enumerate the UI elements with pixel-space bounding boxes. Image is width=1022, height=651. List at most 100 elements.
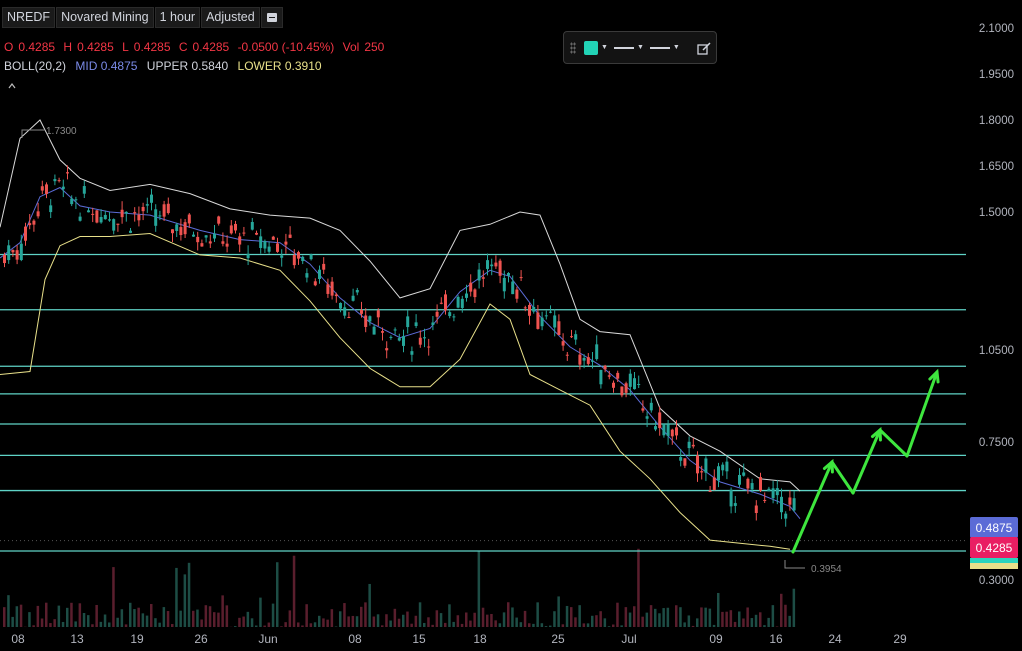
volume-bar: [360, 606, 363, 627]
candle-body: [771, 488, 775, 499]
drag-handle-icon[interactable]: [570, 41, 576, 54]
volume-bar: [511, 607, 514, 627]
change-value: -0.0500 (-10.45%): [237, 40, 335, 54]
volume-bar: [603, 618, 607, 627]
candle-body: [725, 461, 729, 472]
volume-bar: [28, 612, 31, 627]
volume-bar: [784, 604, 787, 627]
candle-body: [150, 194, 153, 203]
low-value: 0.4285: [133, 40, 171, 54]
candle-body: [523, 307, 527, 309]
candle-body: [519, 277, 523, 279]
candle-body: [137, 214, 141, 221]
interval-button[interactable]: 1 hour: [154, 6, 201, 28]
volume-bar: [154, 618, 157, 627]
candle-body: [612, 382, 615, 388]
candle-body: [435, 311, 439, 317]
candle-body: [738, 474, 741, 485]
candle-body: [574, 334, 578, 340]
volume-bar: [767, 617, 770, 627]
boll-lower: LOWER 0.3910: [237, 59, 322, 73]
volume-bar: [393, 608, 397, 627]
boll-legend[interactable]: BOLL(20,2) MID 0.4875 UPPER 0.5840 LOWER…: [4, 59, 328, 73]
candle-body: [565, 354, 569, 356]
candle-body: [292, 254, 296, 266]
candle-body: [389, 336, 393, 338]
candle-body: [452, 316, 456, 318]
volume-bar: [721, 611, 724, 627]
candle-body: [469, 282, 473, 292]
volume-bar: [385, 614, 388, 627]
volume-bar: [103, 614, 107, 627]
volume-bar: [473, 612, 476, 627]
low-marker-label: 0.3954: [811, 564, 842, 575]
volume-bar: [351, 615, 355, 627]
color-swatch[interactable]: [584, 40, 598, 55]
candle-body: [397, 338, 401, 341]
candle-body: [683, 458, 687, 466]
adjustment-button[interactable]: Adjusted: [201, 6, 260, 28]
line-width-icon[interactable]: [649, 46, 670, 49]
candle-body: [255, 232, 258, 235]
candle-body: [746, 478, 750, 489]
volume-bar: [708, 608, 712, 627]
volume-bar: [586, 623, 590, 627]
horizontal-lines[interactable]: 1.36141.18120.99700.90690.80860.70630.59…: [0, 244, 1019, 552]
candle-body: [284, 241, 288, 245]
symbol-name[interactable]: Novared Mining: [56, 6, 154, 28]
projection-arrowhead: [928, 368, 940, 384]
symbol-ticker[interactable]: NREDF: [2, 6, 56, 28]
line-width-dropdown-icon[interactable]: ▼: [672, 44, 680, 51]
volume-bar: [746, 607, 749, 627]
price-axis[interactable]: 2.1000 1.9500 1.8000 1.6500 1.5000 1.0500 0.75…: [966, 0, 1022, 651]
candle-body: [540, 317, 544, 327]
candle-body: [763, 499, 767, 501]
volume-bar: [297, 622, 300, 627]
volume-bar: [301, 625, 304, 627]
candle-body: [322, 263, 326, 270]
candle-body: [267, 246, 271, 252]
line-style-dropdown-icon[interactable]: ▼: [636, 44, 644, 51]
candle-body: [78, 216, 82, 221]
volume-bar: [225, 605, 229, 627]
drawing-toolbar[interactable]: ▼ ▼ ▼: [563, 31, 717, 64]
candle-body: [259, 236, 263, 248]
candle-body: [326, 284, 330, 294]
candle-body: [162, 204, 166, 217]
candle-body: [591, 360, 594, 362]
candle-body: [780, 496, 783, 513]
candle-body: [662, 424, 666, 436]
candle-body: [712, 477, 716, 490]
volume-bar: [540, 623, 544, 627]
candle-body: [330, 281, 334, 296]
candle-body: [700, 471, 704, 473]
candle-body: [536, 312, 540, 329]
candle-body: [616, 372, 620, 379]
menu-icon[interactable]: [260, 6, 283, 28]
volume-bar: [763, 625, 766, 627]
volume-bar: [284, 622, 287, 627]
line-style-icon[interactable]: [613, 46, 634, 49]
volume-bar: [490, 613, 493, 627]
volume-bar: [133, 609, 136, 627]
candle-body: [61, 186, 65, 190]
projection-segment: [851, 428, 882, 495]
volume-bar: [452, 621, 455, 627]
color-dropdown-icon[interactable]: ▼: [601, 44, 608, 51]
projection-arrows[interactable]: [791, 368, 940, 554]
edit-icon[interactable]: [696, 40, 712, 56]
volume-bar: [557, 596, 560, 627]
volume-bar: [187, 562, 191, 627]
time-axis[interactable]: 08 13 19 26 Jun 08 15 18 25 Jul 09 16 24 29: [11, 632, 907, 646]
collapse-icon[interactable]: [8, 82, 16, 90]
candle-body: [246, 253, 250, 259]
candle-body: [166, 203, 170, 214]
candle-body: [318, 269, 321, 279]
volume-bar: [40, 618, 44, 627]
candle-body: [733, 503, 737, 506]
candle-body: [24, 226, 27, 241]
candle-body: [759, 477, 762, 491]
volume-bar: [213, 612, 216, 627]
candle-body: [301, 256, 305, 262]
